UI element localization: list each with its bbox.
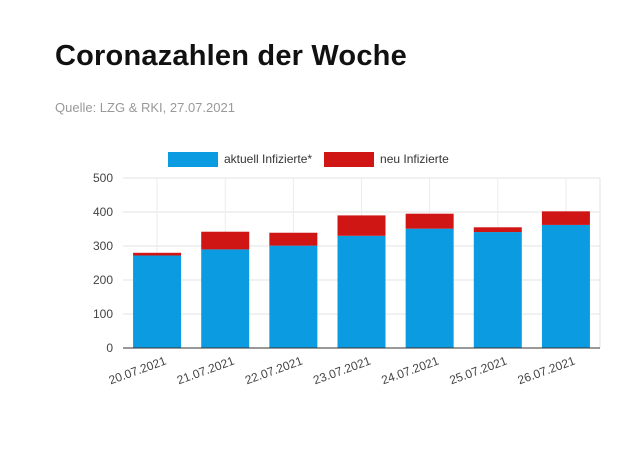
bar-aktuell-4 (405, 228, 454, 348)
chart-legend: aktuell Infizierte* neu Infizierte (168, 150, 461, 168)
legend-item-aktuell: aktuell Infizierte* (168, 151, 313, 167)
x-tick-label: 24.07.2021 (379, 354, 441, 388)
y-tick-label: 100 (93, 307, 113, 321)
bar-aktuell-3 (337, 235, 386, 348)
legend-label-neu: neu Infizierte (380, 152, 449, 166)
bar-neu-4 (405, 213, 454, 229)
x-tick-label: 23.07.2021 (311, 354, 373, 388)
y-tick-label: 400 (93, 205, 113, 219)
bar-aktuell-2 (269, 245, 318, 348)
bar-neu-0 (133, 252, 182, 256)
bar-neu-2 (269, 232, 318, 246)
bar-neu-3 (337, 215, 386, 236)
chart-title: Coronazahlen der Woche (55, 40, 407, 72)
bar-neu-5 (473, 227, 522, 233)
y-tick-label: 300 (93, 239, 113, 253)
bar-aktuell-0 (133, 255, 182, 348)
bar-aktuell-6 (541, 224, 590, 348)
x-tick-label: 26.07.2021 (516, 354, 578, 388)
y-tick-label: 200 (93, 273, 113, 287)
x-tick-label: 22.07.2021 (243, 354, 305, 388)
legend-label-aktuell: aktuell Infizierte* (224, 152, 313, 166)
y-tick-label: 0 (106, 341, 113, 355)
y-tick-label: 500 (93, 171, 113, 185)
bar-aktuell-1 (201, 249, 250, 348)
x-tick-label: 20.07.2021 (107, 354, 169, 388)
x-tick-label: 21.07.2021 (175, 354, 237, 388)
bar-aktuell-5 (473, 232, 522, 348)
bar-neu-6 (541, 211, 590, 225)
legend-swatch-neu (324, 151, 375, 167)
bar-neu-1 (201, 231, 250, 250)
legend-item-neu: neu Infizierte (324, 151, 449, 167)
source-note: Quelle: LZG & RKI, 27.07.2021 (55, 100, 235, 115)
legend-swatch-aktuell (168, 151, 218, 167)
x-tick-label: 25.07.2021 (448, 354, 510, 388)
